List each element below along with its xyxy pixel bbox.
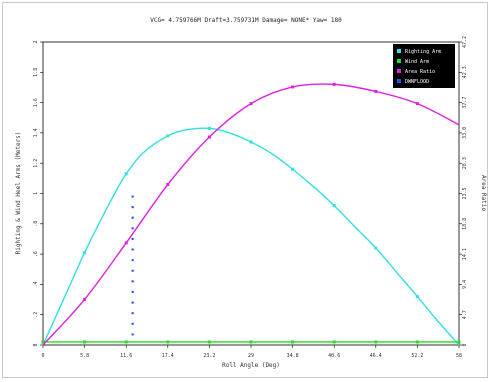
series-dwnflood-point xyxy=(131,205,134,209)
legend-box xyxy=(393,44,455,88)
series-righting-arm-marker xyxy=(291,167,295,171)
legend-swatch xyxy=(397,59,401,63)
y-tick-label-right: 33.0 xyxy=(462,127,468,139)
series-dwnflood-point xyxy=(131,237,134,241)
series-righting-arm-marker xyxy=(83,251,87,255)
y-tick-label-right: 28.3 xyxy=(462,157,468,169)
y-tick-label-right: 42.3 xyxy=(462,66,468,78)
series-wind-arm-marker xyxy=(415,340,419,344)
series-dwnflood-point xyxy=(131,248,134,251)
series-wind-arm-marker xyxy=(83,340,87,344)
x-tick-label: 11.6 xyxy=(120,353,132,359)
y-tick-label-right: 18.8 xyxy=(462,218,468,230)
y-axis-title-right: Area Ratio xyxy=(480,175,487,212)
series-dwnflood-point xyxy=(131,227,134,230)
y-tick-label-left: 1.4 xyxy=(33,128,39,137)
legend-entry: DWNFLOOD xyxy=(405,79,429,85)
series-area-ratio-marker xyxy=(207,135,211,139)
y-tick-label-left: 0 xyxy=(33,343,39,346)
x-tick-label: 29 xyxy=(248,353,254,359)
series-righting-arm-marker xyxy=(207,126,211,130)
series-dwnflood-point xyxy=(131,280,134,283)
series-wind-arm-marker xyxy=(207,340,211,344)
series-wind-arm-marker xyxy=(332,340,336,344)
series-area-ratio-marker xyxy=(374,89,378,93)
series-righting-arm-marker xyxy=(332,204,336,208)
series-dwnflood-point xyxy=(131,322,134,325)
series-wind-arm-marker xyxy=(374,340,378,344)
y-tick-label-left: 1.2 xyxy=(33,159,39,168)
legend-swatch xyxy=(397,69,401,73)
series-wind-arm-marker xyxy=(291,340,295,344)
series-area-ratio-marker xyxy=(124,241,128,245)
legend-entry: Righting Arm xyxy=(405,49,441,55)
y-tick-label-left: 1 xyxy=(33,192,39,195)
y-tick-label-right: 14.1 xyxy=(462,248,468,260)
y-tick-label-right: 4.7 xyxy=(462,310,468,319)
series-wind-arm-marker xyxy=(124,340,128,344)
series-dwnflood-point xyxy=(131,195,134,198)
series-dwnflood-point xyxy=(131,333,134,336)
x-tick-label: 0 xyxy=(41,353,44,359)
y-axis-title-left: Righting & Wind Heel Arms (Meters) xyxy=(15,132,22,255)
y-tick-label-left: 1.6 xyxy=(33,98,39,107)
y-tick-label-left: .6 xyxy=(33,251,39,257)
series-area-ratio-marker xyxy=(249,102,253,106)
series-dwnflood-point xyxy=(131,290,134,294)
series-righting-arm-marker xyxy=(374,246,378,250)
series-area-ratio-marker xyxy=(415,102,419,106)
legend-swatch xyxy=(397,49,401,53)
legend: Righting Arm Wind Arm Area Ratio DWNFLOOD xyxy=(393,44,455,88)
x-tick-label: 34.8 xyxy=(287,353,299,359)
series-righting-arm-marker xyxy=(124,172,128,176)
series-wind-arm-marker xyxy=(249,340,253,344)
series-area-ratio-line xyxy=(42,83,460,346)
series-dwnflood-point xyxy=(131,258,134,262)
x-tick-label: 46.4 xyxy=(370,353,382,359)
series-area-ratio-marker xyxy=(166,183,170,187)
series-area-ratio-marker xyxy=(332,82,336,86)
y-tick-label-right: 9.4 xyxy=(462,280,468,289)
x-tick-label: 5.8 xyxy=(80,353,89,359)
series-dwnflood-point xyxy=(131,269,134,272)
y-tick-label-right: 23.5 xyxy=(462,187,468,199)
legend-entry: Wind Arm xyxy=(405,59,429,65)
series-dwnflood-point xyxy=(131,216,134,219)
x-axis-title: Roll Angle (Deg) xyxy=(222,362,280,369)
y-tick-label-left: .8 xyxy=(33,221,39,227)
y-tick-label-left: .4 xyxy=(33,281,39,287)
chart-title: VCG= 4.759766M Draft=3.759731M Damage= N… xyxy=(150,17,342,24)
series-wind-arm-marker xyxy=(166,340,170,344)
axis-ticks: 0 5.8 11.6 17.4 23.2 29 34.8 40.6 46.4 52.2 580.2.… xyxy=(33,36,468,359)
y-tick-label-left: 1.8 xyxy=(33,68,39,77)
x-tick-label: 58 xyxy=(456,353,462,359)
x-tick-label: 40.6 xyxy=(328,353,340,359)
y-tick-label-right: 37.7 xyxy=(462,97,468,109)
series-righting-arm-line xyxy=(42,127,460,346)
series-righting-arm-marker xyxy=(166,134,170,138)
x-tick-label: 17.4 xyxy=(162,353,174,359)
y-tick-label-right: 0 xyxy=(462,343,468,346)
legend-entry: Area Ratio xyxy=(405,69,435,75)
series-dwnflood-point xyxy=(131,311,134,315)
x-tick-label: 52.2 xyxy=(411,353,423,359)
series-layer xyxy=(41,82,461,346)
series-area-ratio-marker xyxy=(83,297,87,301)
series-dwnflood-point xyxy=(131,301,134,304)
x-tick-label: 23.2 xyxy=(203,353,215,359)
series-wind-arm-marker xyxy=(457,340,461,344)
series-wind-arm-marker xyxy=(41,340,45,344)
legend-swatch xyxy=(397,79,401,83)
y-tick-label-left: 2 xyxy=(33,40,39,43)
series-area-ratio-marker xyxy=(291,85,295,89)
series-righting-arm-marker xyxy=(415,295,419,299)
y-tick-label-right: 47.2 xyxy=(462,36,468,48)
y-tick-label-left: .2 xyxy=(33,312,39,318)
series-righting-arm-marker xyxy=(249,140,253,144)
